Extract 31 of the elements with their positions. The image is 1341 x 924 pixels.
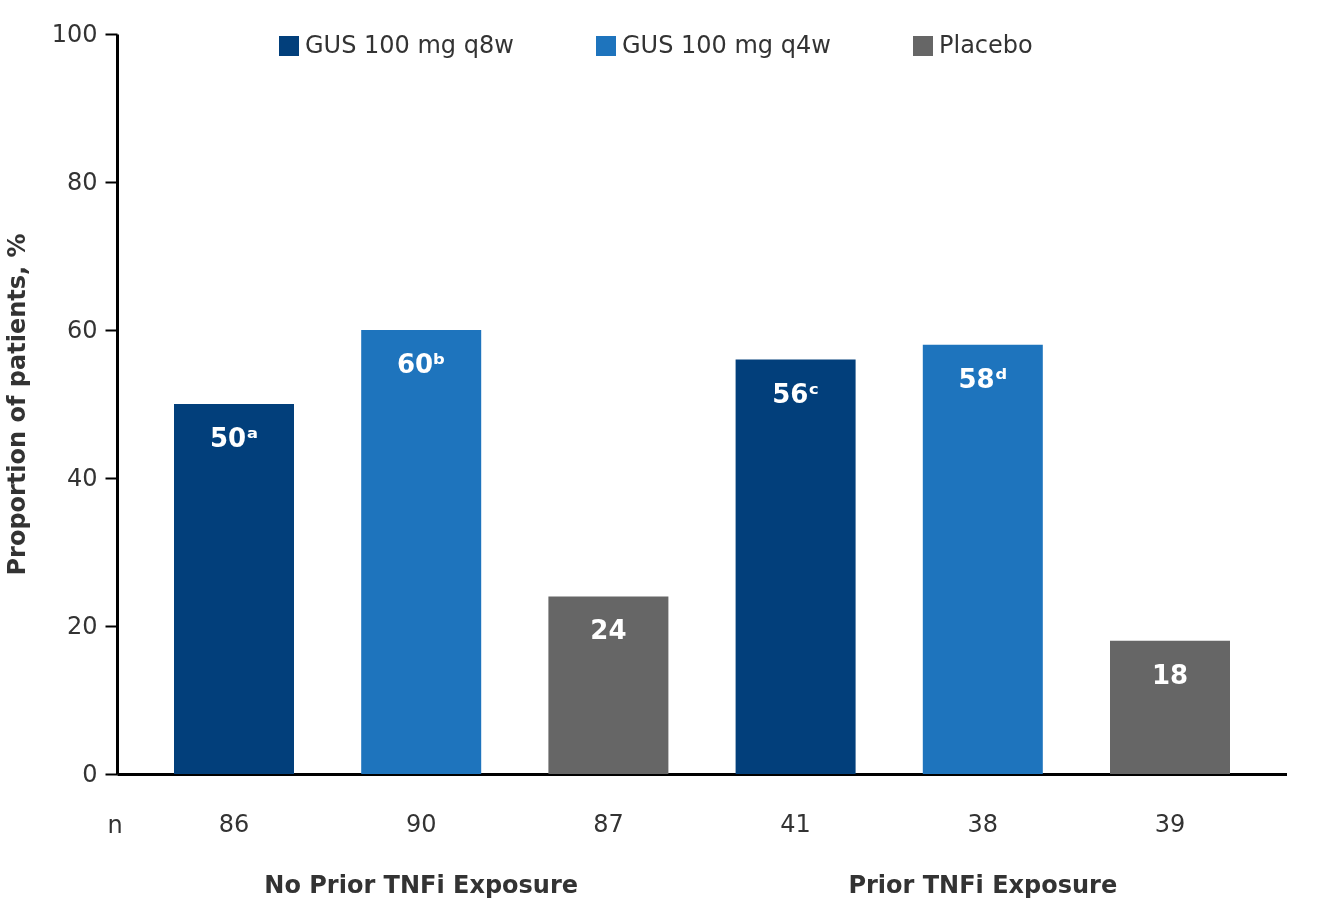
- bar: [1110, 640, 1230, 774]
- bar: [548, 596, 669, 774]
- data-label: 56ᶜ: [772, 378, 820, 409]
- data-label: 24: [590, 615, 627, 646]
- data-label: 60ᵇ: [396, 349, 446, 379]
- text: n: [107, 811, 123, 839]
- data-label: 18: [1151, 659, 1189, 690]
- bar: [174, 404, 294, 774]
- x-tick-label: 87: [593, 809, 624, 838]
- legend-label: GUS 100 mg q8w: [305, 31, 514, 59]
- y-tick-label: 40: [66, 463, 98, 492]
- y-axis-title: Proportion of patients, %: [2, 233, 31, 576]
- text: Prior TNFi Exposure: [848, 871, 1118, 899]
- legend-label: GUS 100 mg q4w: [622, 31, 831, 59]
- y-tick-label: 20: [66, 611, 98, 640]
- x-tick-label: 86: [218, 809, 250, 838]
- bar: [361, 330, 482, 774]
- bar: [922, 344, 1043, 774]
- y-tick-label: 60: [66, 315, 98, 344]
- y-tick-label: 100: [51, 19, 98, 48]
- x-tick-label: 39: [1154, 809, 1186, 838]
- data-label: 50ᵃ: [209, 423, 259, 453]
- x-tick-label: 90: [405, 809, 437, 838]
- data-label: 58ᵈ: [958, 363, 1008, 394]
- bar: [735, 359, 856, 774]
- y-tick-label: 0: [82, 759, 98, 788]
- text: No Prior TNFi Exposure: [264, 871, 579, 899]
- legend-label: Placebo: [939, 31, 1033, 59]
- x-tick-label: 38: [967, 809, 999, 838]
- x-tick-label: 41: [780, 809, 811, 838]
- y-tick-label: 80: [66, 167, 98, 196]
